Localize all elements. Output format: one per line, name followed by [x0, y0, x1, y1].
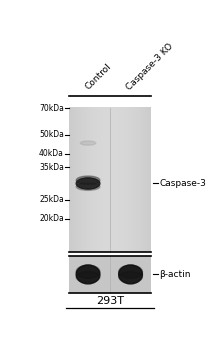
Text: 20kDa: 20kDa: [39, 214, 64, 223]
Ellipse shape: [76, 178, 99, 189]
Ellipse shape: [80, 141, 95, 145]
Text: 70kDa: 70kDa: [39, 104, 64, 113]
Ellipse shape: [76, 176, 99, 184]
Ellipse shape: [118, 265, 142, 278]
Text: Control: Control: [83, 62, 112, 92]
Text: Caspase-3 KO: Caspase-3 KO: [124, 42, 174, 92]
Text: 25kDa: 25kDa: [39, 195, 64, 204]
Text: 293T: 293T: [96, 295, 124, 306]
Ellipse shape: [118, 265, 142, 284]
Text: 35kDa: 35kDa: [39, 163, 64, 172]
Text: β-actin: β-actin: [159, 270, 190, 279]
Text: Caspase-3: Caspase-3: [159, 179, 205, 188]
Ellipse shape: [76, 272, 99, 283]
Text: 50kDa: 50kDa: [39, 131, 64, 140]
Text: 40kDa: 40kDa: [39, 149, 64, 158]
Ellipse shape: [76, 183, 99, 190]
Ellipse shape: [76, 265, 99, 284]
Ellipse shape: [76, 265, 99, 278]
Ellipse shape: [118, 272, 142, 283]
